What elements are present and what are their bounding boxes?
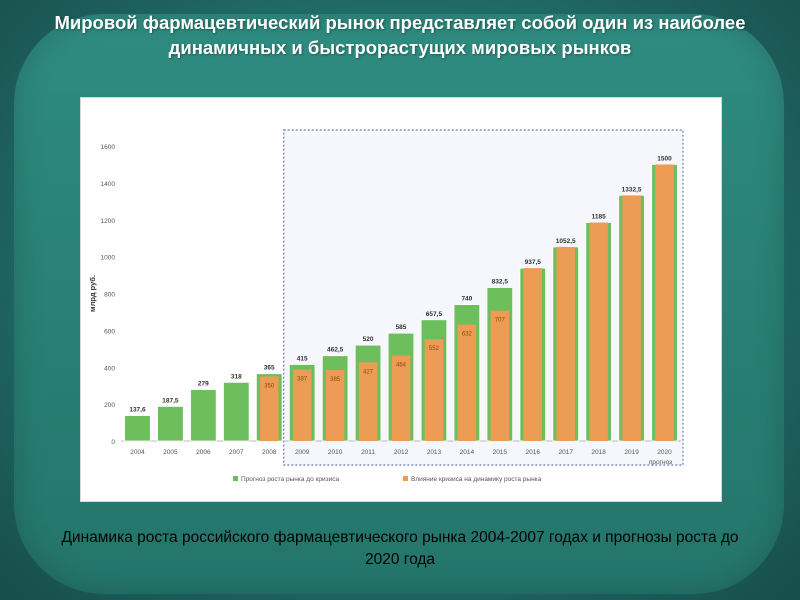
data-label-green: 462,5	[327, 347, 344, 354]
data-label-orange: 387	[297, 377, 308, 383]
y-tick-label: 1000	[101, 255, 116, 262]
data-label-orange: 464	[396, 362, 407, 368]
x-tick-label: 2020	[657, 449, 672, 456]
slide-title: Мировой фармацевтический рынок представл…	[54, 12, 746, 58]
data-label-orange: 385	[330, 377, 341, 383]
data-label-orange: 632	[462, 331, 473, 337]
bar-orange-2018	[589, 222, 608, 441]
bar-orange-2020	[655, 164, 674, 441]
x-tick-label: 2014	[460, 449, 475, 456]
x-tick-label: 2017	[558, 449, 573, 456]
bar-green-2004	[124, 415, 151, 442]
x-tick-label: 2018	[591, 449, 606, 456]
x-tick-label: 2004	[130, 449, 145, 456]
data-label-orange: 552	[429, 346, 440, 352]
data-label-green: 1185	[592, 214, 606, 221]
x-tick-label: 2005	[163, 449, 178, 456]
x-tick-label: 2015	[493, 449, 508, 456]
y-tick-label: 1200	[101, 218, 116, 225]
bar-orange-2013	[424, 339, 444, 441]
data-label-green: 415	[297, 355, 308, 362]
data-label-green: 1052,5	[556, 238, 576, 245]
data-label-orange: 707	[495, 318, 506, 324]
bar-orange-2011	[358, 362, 378, 441]
x-tick-label: 2010	[328, 449, 343, 456]
x-tick-label: 2006	[196, 449, 211, 456]
bar-orange-2016	[523, 268, 543, 441]
bar-orange-2012	[391, 355, 411, 441]
data-label-green: 137,6	[129, 407, 146, 414]
data-label-orange: 427	[363, 369, 374, 375]
legend-label-orange: Влияние кризиса на динамику роста рынка	[411, 476, 542, 483]
bar-green-2005	[157, 406, 184, 442]
y-tick-label: 800	[104, 292, 115, 299]
bar-green-2006	[190, 389, 217, 442]
bar-orange-2010	[325, 370, 345, 441]
bar-orange-2019	[622, 195, 641, 441]
y-axis-label: млрд руб.	[88, 275, 97, 312]
data-label-green: 937,5	[525, 259, 542, 266]
y-tick-label: 1600	[101, 144, 116, 151]
data-label-green: 585	[396, 324, 407, 331]
data-label-green: 279	[198, 381, 209, 388]
data-label-green: 318	[231, 373, 242, 380]
legend-swatch-green	[233, 476, 238, 481]
data-label-green: 832,5	[492, 279, 509, 286]
bar-chart: 0 200 400 600 800 1000 1200 1400 1600 млрд руб. 13…	[88, 129, 684, 483]
bar-orange-2008	[259, 376, 279, 441]
data-label-green: 520	[363, 336, 374, 343]
data-label-green: 657,5	[426, 311, 443, 318]
forecast-region	[283, 129, 684, 466]
x-tick-label: 2008	[262, 449, 277, 456]
x-tick-label: 2012	[394, 449, 409, 456]
legend-swatch-orange	[403, 476, 408, 481]
y-tick-label: 400	[104, 365, 115, 372]
bar-orange-2017	[556, 246, 575, 441]
chart-container: 0 200 400 600 800 1000 1200 1400 1600 млрд руб. 13…	[80, 97, 722, 502]
y-tick-label: 200	[104, 402, 115, 409]
bar-orange-2009	[292, 369, 312, 441]
x-tick-label: 2011	[361, 449, 375, 456]
forecast-note: прогноз	[649, 459, 672, 466]
x-tick-label: 2016	[526, 449, 541, 456]
data-label-green: 187,5	[162, 397, 179, 404]
y-tick-label: 600	[104, 328, 115, 335]
slide-caption: Динамика роста российского фармацевтичес…	[61, 529, 739, 568]
y-tick-label: 1400	[101, 181, 116, 188]
bar-orange-2014	[457, 324, 477, 441]
bar-green-2007	[223, 381, 250, 442]
y-tick-label: 0	[111, 439, 115, 446]
data-label-green: 1500	[657, 155, 672, 162]
x-tick-label: 2013	[427, 449, 442, 456]
data-label-green: 365	[264, 365, 275, 372]
data-label-orange: 350	[264, 383, 275, 389]
data-label-green: 1332,5	[622, 186, 642, 193]
data-label-green: 740	[461, 296, 472, 303]
x-tick-label: 2009	[295, 449, 310, 456]
x-tick-label: 2007	[229, 449, 244, 456]
x-tick-label: 2019	[624, 449, 639, 456]
legend-label-green: Прогноз роста рынка до кризиса	[241, 476, 339, 483]
bar-orange-2015	[490, 310, 510, 441]
